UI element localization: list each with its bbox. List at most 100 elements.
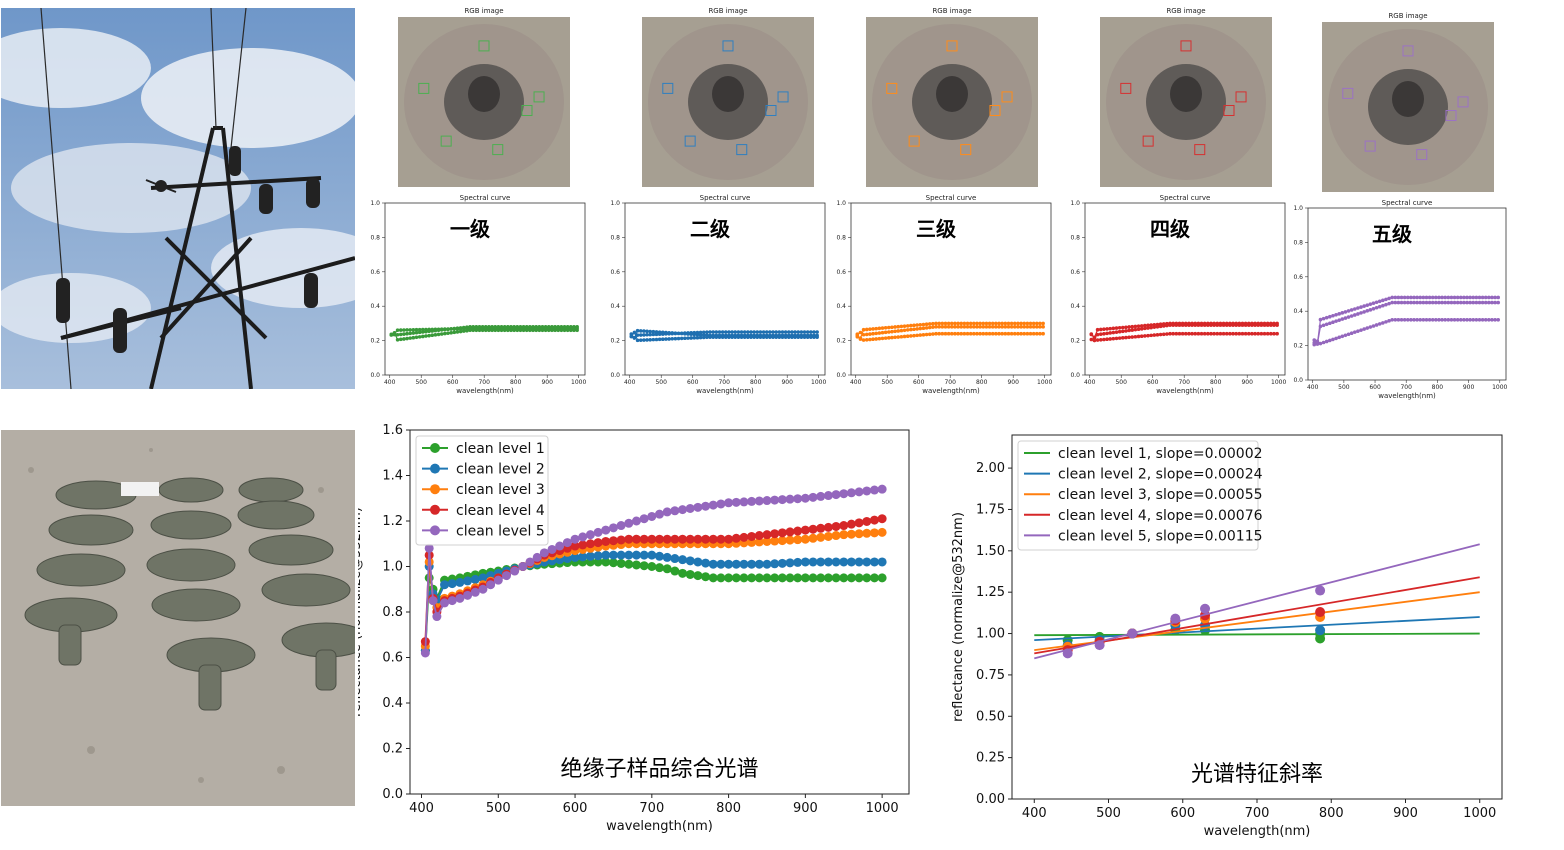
- x-tick-label: 500: [1338, 384, 1350, 391]
- spectral-curve-point: [969, 325, 973, 329]
- spectral-curve-point: [743, 330, 747, 334]
- spectral-curve-point: [1325, 340, 1329, 344]
- series-point: [693, 503, 702, 512]
- spectral-curve-point: [1325, 316, 1329, 320]
- spectral-curve-point: [519, 327, 523, 331]
- spectral-curve-axes: Spectral curve400 500 600 700 800 900 10000.00…: [370, 194, 586, 395]
- spectral-curve-point: [497, 327, 501, 331]
- spectral-curve-point: [1181, 322, 1185, 326]
- spectral-curve-point: [1149, 334, 1153, 338]
- spectral-curve-point: [1171, 322, 1175, 326]
- series-point: [716, 573, 725, 582]
- series-point: [762, 573, 771, 582]
- spectral-curve-point: [865, 338, 869, 342]
- spectral-curve-point: [1253, 322, 1257, 326]
- series-point: [663, 564, 672, 573]
- y-tick-label: 0.2: [1293, 343, 1303, 350]
- spectral-curve-point: [1253, 332, 1257, 336]
- x-tick-label: 800: [510, 379, 522, 386]
- spectral-curve-point: [1241, 322, 1245, 326]
- series-point: [709, 560, 718, 569]
- spectral-curve-point: [1484, 301, 1488, 305]
- spectral-curve-point: [412, 328, 416, 332]
- spectral-curve-point: [402, 332, 406, 336]
- series-point: [855, 557, 864, 566]
- spectral-curve-point: [730, 334, 734, 338]
- legend-marker: [430, 443, 440, 453]
- spectral-curve-point: [415, 328, 419, 332]
- spectral-curve-point: [1212, 332, 1216, 336]
- spectral-curve-point: [1356, 306, 1360, 310]
- series-point: [686, 570, 695, 579]
- spectral-curve-point: [1203, 332, 1207, 336]
- spectral-curve-point: [1422, 318, 1426, 322]
- spectral-curve-point: [434, 333, 438, 337]
- spectral-curve-point: [1134, 335, 1138, 339]
- spectral-curve-point: [1353, 330, 1357, 334]
- y-tick-label: 0.50: [976, 709, 1005, 724]
- y-tick-label: 0.4: [370, 303, 380, 310]
- spectral-curve-point: [715, 330, 719, 334]
- spectral-curve-point: [906, 328, 910, 332]
- spectral-curve-point: [490, 327, 494, 331]
- spectral-curve-point: [667, 331, 671, 335]
- spectral-curve-point: [752, 330, 756, 334]
- series-point: [824, 523, 833, 532]
- spectral-curve-point: [636, 339, 640, 343]
- series-point: [693, 557, 702, 566]
- y-tick-label: 0.8: [1070, 234, 1080, 241]
- spectral-curve-point: [1322, 341, 1326, 345]
- legend-label: clean level 1: [456, 441, 545, 457]
- spectral-curve-point: [528, 327, 532, 331]
- x-tick-label: 900: [541, 379, 553, 386]
- spectral-curve-point: [670, 331, 674, 335]
- spectral-curve-point: [566, 327, 570, 331]
- spectral-curve-point: [787, 330, 791, 334]
- spectral-curve-point: [906, 334, 910, 338]
- series-point: [724, 560, 733, 569]
- spectral-curve-point: [462, 327, 466, 331]
- spectral-curve-point: [959, 325, 963, 329]
- y-tick-label: 0.0: [1293, 377, 1303, 384]
- spectral-curve-point: [1019, 322, 1023, 326]
- spectral-curve-point: [975, 325, 979, 329]
- spectral-curve-point: [639, 338, 643, 342]
- spectral-curve-point: [1099, 328, 1103, 332]
- series-point: [494, 576, 503, 585]
- series-point: [832, 531, 841, 540]
- spectral-curve-point: [890, 330, 894, 334]
- spectral-curve-point: [1244, 322, 1248, 326]
- x-axis-label: wavelength(nm): [456, 387, 514, 395]
- spectral-curve-point: [655, 330, 659, 334]
- spectral-curve-point: [1266, 322, 1270, 326]
- series-point: [824, 532, 833, 541]
- series-point: [762, 496, 771, 505]
- spectral-curve-point: [1263, 322, 1267, 326]
- spectral-curve-point: [1238, 332, 1242, 336]
- series-point: [617, 551, 626, 560]
- rgb-title: RGB image: [708, 7, 747, 15]
- spectral-curve-point: [809, 334, 813, 338]
- spectral-curve-point: [988, 332, 992, 336]
- spectral-curve-point: [1406, 318, 1410, 322]
- spectral-curve-point: [412, 336, 416, 340]
- spectral-curve-point: [884, 331, 888, 335]
- spectral-curve-point: [389, 333, 393, 337]
- spectral-curve-point: [909, 334, 913, 338]
- spectral-curve-point: [661, 337, 665, 341]
- spectral-curve-point: [1381, 299, 1385, 303]
- x-tick-label: 600: [687, 379, 699, 386]
- spectral-curve-point: [768, 330, 772, 334]
- spectral-curve-point: [639, 329, 643, 333]
- spectral-curve-point: [569, 327, 573, 331]
- spectral-curve-point: [1468, 296, 1472, 300]
- spectral-curve-point: [1134, 325, 1138, 329]
- x-tick-label: 500: [415, 379, 427, 386]
- spectral-curve-point: [699, 333, 703, 337]
- series-point: [440, 598, 449, 607]
- spectral-curve-point: [452, 327, 456, 331]
- x-tick-label: 800: [1432, 384, 1444, 391]
- x-tick-label: 400: [1022, 806, 1047, 821]
- spectral-curve-point: [1137, 335, 1141, 339]
- x-tick-label: 1000: [866, 801, 899, 816]
